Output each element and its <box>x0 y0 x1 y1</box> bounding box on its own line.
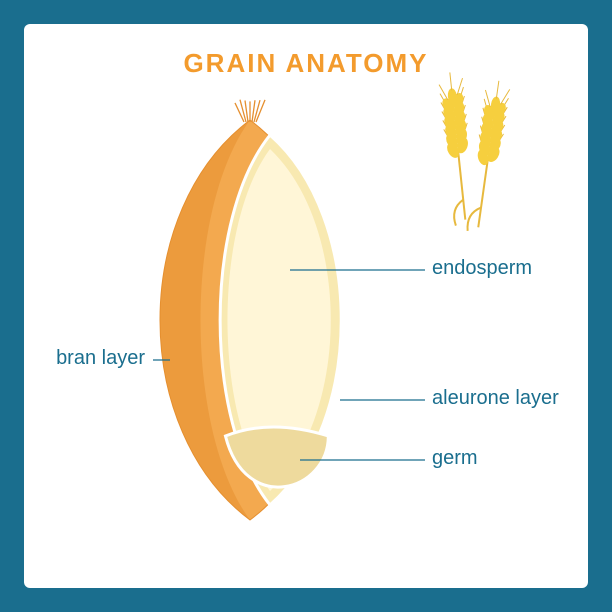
label-bran: bran layer <box>56 347 145 369</box>
label-endosperm: endosperm <box>432 257 532 279</box>
label-aleurone: aleurone layer <box>432 387 559 409</box>
page-title: GRAIN ANATOMY <box>183 48 428 78</box>
diagram-frame: GRAIN ANATOMY endosperm aleurone layer ger… <box>0 0 612 612</box>
diagram-svg: GRAIN ANATOMY endosperm aleurone layer ger… <box>0 0 612 612</box>
label-germ: germ <box>432 447 478 469</box>
